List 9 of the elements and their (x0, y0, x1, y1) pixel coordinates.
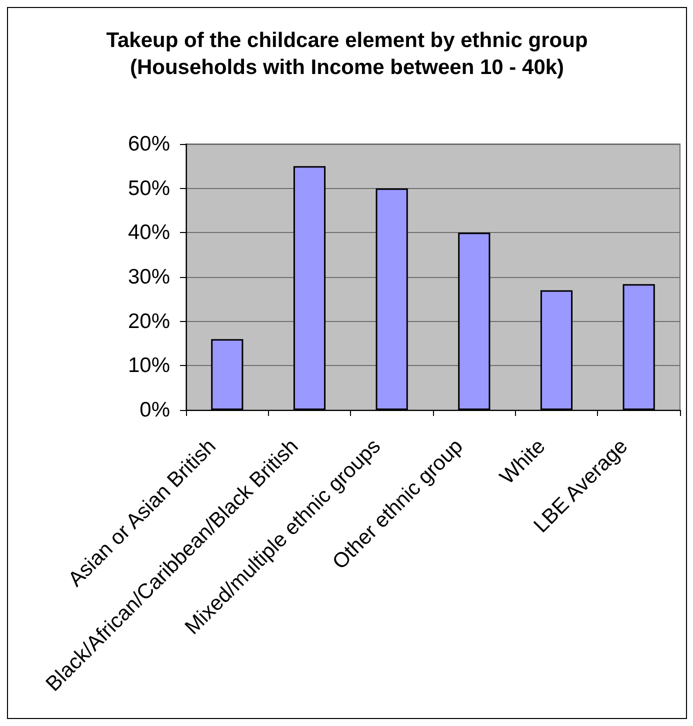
chart-title: Takeup of the childcare element by ethnic group (106, 29, 588, 52)
y-tick-label: 0% (140, 398, 170, 422)
y-tick-label: 60% (128, 132, 170, 156)
chart-subtitle: (Households with Income between 10 - 40k) (130, 56, 564, 79)
y-tick-label: 30% (128, 266, 170, 288)
y-tick-label: 20% (128, 310, 170, 333)
y-tick-label: 10% (128, 354, 170, 378)
y-tick-label: 50% (128, 176, 170, 200)
y-tick-label: 40% (128, 221, 170, 244)
